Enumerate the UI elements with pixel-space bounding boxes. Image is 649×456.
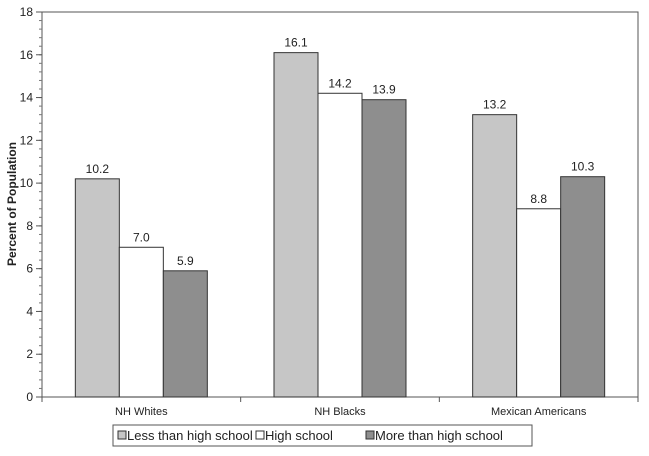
legend-label: High school — [265, 428, 333, 443]
bar — [361, 99, 407, 398]
legend-label: Less than high school — [127, 428, 253, 443]
y-tick-label: 16 — [20, 48, 34, 62]
y-tick-label: 18 — [20, 5, 34, 19]
bar — [472, 114, 518, 398]
bar — [118, 246, 164, 398]
bar — [516, 208, 562, 398]
y-tick-label: 2 — [26, 347, 33, 361]
bars: 10.2 7.0 5.9 16.1 14.2 13.9 13.2 8.8 10.3 — [74, 36, 606, 398]
data-label: 8.8 — [530, 192, 547, 206]
legend-box — [112, 424, 533, 447]
data-label: 5.9 — [177, 254, 194, 268]
data-label: 13.9 — [372, 83, 396, 97]
legend-label: More than high school — [375, 428, 503, 443]
y-tick-label: 12 — [20, 133, 34, 147]
bar — [273, 52, 319, 398]
legend: Less than high school High school More tha… — [112, 424, 533, 447]
y-tick-label: 10 — [20, 176, 34, 190]
bar — [317, 92, 363, 398]
bar — [560, 176, 606, 398]
legend-swatch — [255, 430, 265, 440]
data-label: 10.3 — [571, 160, 595, 174]
x-tick-label: Mexican Americans — [491, 406, 587, 418]
bar — [74, 178, 120, 398]
x-tick-label: NH Blacks — [314, 406, 366, 418]
legend-swatch — [117, 430, 127, 440]
data-label: 10.2 — [86, 162, 110, 176]
x-tick-label: NH Whites — [115, 406, 168, 418]
y-tick-label: 8 — [26, 219, 33, 233]
x-axis: NH Whites NH Blacks Mexican Americans — [41, 397, 639, 418]
y-tick-label: 6 — [26, 262, 33, 276]
legend-swatch — [365, 430, 375, 440]
bar — [162, 270, 208, 398]
y-axis: 0 2 4 6 8 10 12 14 16 18 — [20, 5, 42, 404]
data-label: 7.0 — [133, 230, 150, 244]
y-tick-label: 4 — [26, 304, 33, 318]
data-label: 14.2 — [328, 76, 352, 90]
data-label: 16.1 — [284, 36, 308, 50]
data-label: 13.2 — [483, 98, 507, 112]
y-axis-label: Percent of Population — [5, 142, 19, 266]
y-tick-label: 14 — [20, 91, 34, 105]
y-tick-label: 0 — [26, 390, 33, 404]
